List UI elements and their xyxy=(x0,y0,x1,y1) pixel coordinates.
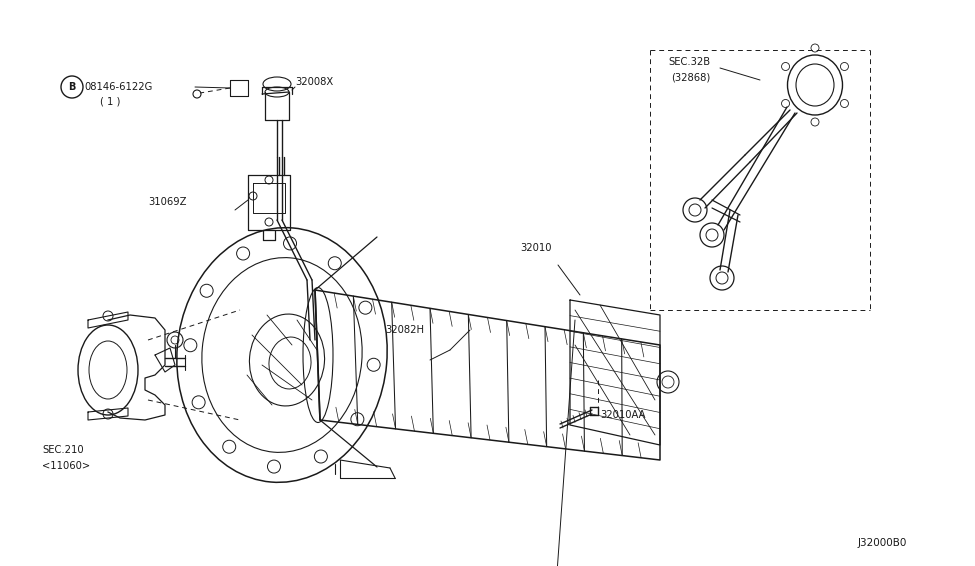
Text: B: B xyxy=(68,82,76,92)
Text: ( 1 ): ( 1 ) xyxy=(100,97,120,107)
Text: <11060>: <11060> xyxy=(42,461,90,471)
Text: 32082H: 32082H xyxy=(385,325,424,335)
Text: 08146-6122G: 08146-6122G xyxy=(84,82,152,92)
Text: 32008X: 32008X xyxy=(295,77,333,87)
Text: 32010AA: 32010AA xyxy=(600,410,645,420)
Text: (32868): (32868) xyxy=(671,73,710,83)
Text: SEC.32B: SEC.32B xyxy=(668,57,710,67)
Text: 31069Z: 31069Z xyxy=(148,197,186,207)
Text: SEC.210: SEC.210 xyxy=(42,445,84,455)
Text: 32010: 32010 xyxy=(520,243,552,253)
Text: J32000B0: J32000B0 xyxy=(858,538,908,548)
